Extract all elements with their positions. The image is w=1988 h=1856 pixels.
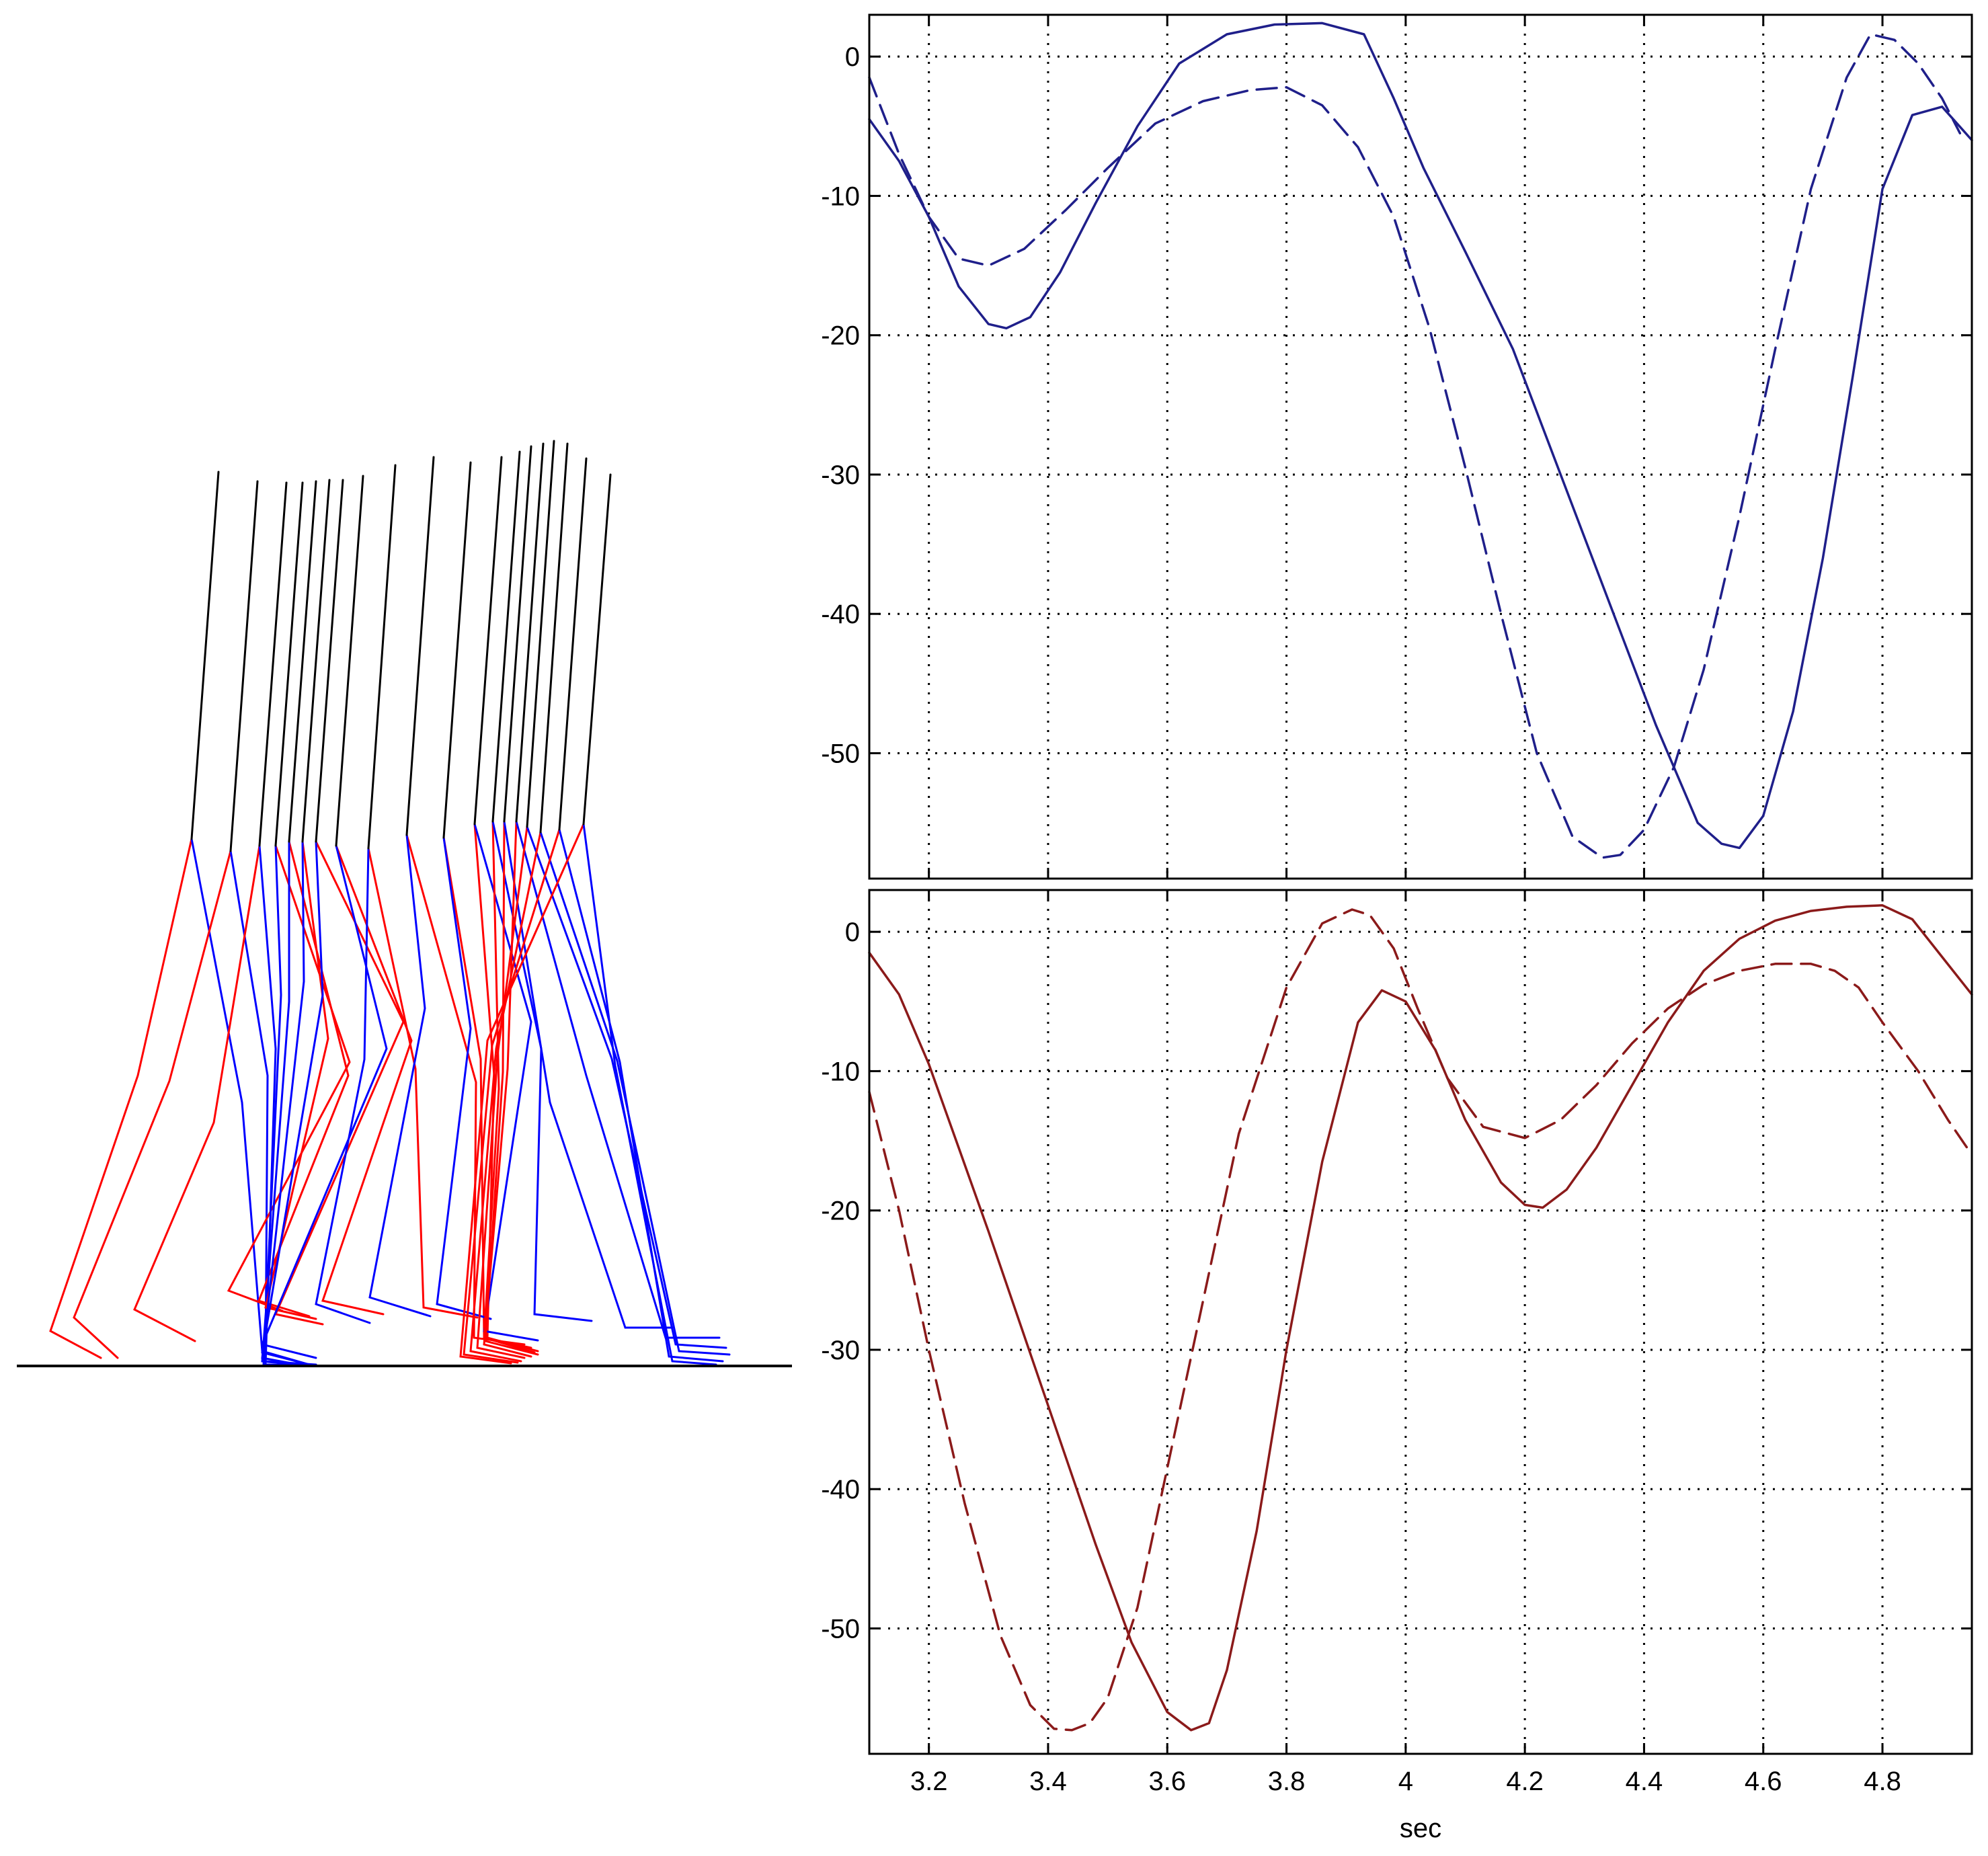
leg-red-segment [227,844,351,1312]
top-ytick-label: -20 [821,321,860,351]
top-joint-angle-plot: 0 -10 -20 -30 -40 -50 [821,13,1973,880]
leg-red-segment [274,840,405,1326]
leg-blue-segment [315,847,371,1324]
leg-red-segment [49,838,193,1359]
bottom-joint-angle-plot: 0 -10 -20 -30 -40 -50 3.2 3.4 3.6 3.8 4 4.2 4.4 4.6 4.… [821,889,1973,1843]
stick-figure-legs [49,820,731,1367]
leg-red-segment [483,820,536,1354]
leg-blue-segment [368,834,432,1318]
trunk-segment [442,461,472,839]
leg-red-segment [133,844,261,1342]
bottom-xtick-label: 3.8 [1268,1767,1306,1796]
bottom-ytick-label: -50 [821,1614,860,1644]
trunk-segment [274,481,304,847]
bottom-ytick-label: -40 [821,1475,860,1504]
leg-blue-segment [582,823,717,1366]
top-axes-background [868,13,1973,880]
leg-red-segment [484,820,539,1356]
bottom-xtick-label: 4.8 [1864,1767,1901,1796]
bottom-xtick-label: 4.6 [1745,1767,1782,1796]
bottom-axes-background [868,889,1973,1755]
leg-red-segment [473,823,539,1353]
trunk-segment [539,442,569,834]
leg-red-segment [367,847,479,1319]
top-series-solid-line [868,22,1973,850]
bottom-ytick-label: -30 [821,1336,860,1365]
leg-blue-segment [558,828,724,1363]
bottom-xtick-label: 3.6 [1148,1767,1186,1796]
leg-red-segment [73,850,232,1359]
trunk-segment [491,450,521,823]
trunk-segment [503,445,532,823]
leg-red-segment [469,831,542,1363]
trunk-segment [405,456,435,836]
trunk-segment [258,481,288,847]
trunk-segment [288,480,317,843]
trunk-segment [229,480,259,852]
leg-red-segment [321,844,413,1316]
trunk-segment [515,442,545,823]
leg-blue-segment [539,831,731,1356]
trunk-segment [582,473,612,825]
bottom-series-dashed-line [868,908,1973,1732]
top-ytick-label: 0 [845,42,860,72]
bottom-ytick-label: -10 [821,1057,860,1086]
bottom-xtick-label: 4.2 [1506,1767,1544,1796]
leg-red-segment [476,825,528,1359]
top-ytick-label: -50 [821,739,860,768]
bottom-x-axis-label: sec [1400,1814,1441,1843]
trunk-segment [315,479,344,843]
leg-blue-segment [260,844,388,1359]
bottom-xtick-label: 4 [1398,1767,1413,1796]
bottom-ytick-label: 0 [845,918,860,947]
leg-blue-segment [515,820,721,1339]
leg-red-segment [264,840,329,1320]
stick-figure-gait-diagram [17,440,792,1367]
leg-blue-segment [491,820,593,1322]
leg-red-segment [463,828,561,1364]
bottom-series-solid-line [868,904,1973,1732]
stick-figure-trunks [190,440,612,852]
top-ytick-label: -40 [821,600,860,629]
top-ytick-label: -30 [821,460,860,490]
top-series-dashed-line [868,33,1962,859]
leg-blue-segment [261,840,307,1367]
bottom-ytick-label: -20 [821,1197,860,1226]
top-ytick-label: -10 [821,181,860,211]
bottom-xtick-label: 3.2 [910,1767,948,1796]
bottom-axes-frame [868,889,1973,1755]
leg-blue-segment [261,840,324,1366]
top-axes-frame [868,13,1973,880]
trunk-segment [526,440,555,828]
trunk-segment [367,464,397,850]
bottom-xtick-label: 3.4 [1029,1767,1067,1796]
trunk-segment [473,456,503,825]
trunk-segment [558,457,588,831]
leg-red-segment [459,823,585,1365]
trunk-segment [190,471,220,840]
bottom-xtick-label: 4.4 [1626,1767,1663,1796]
trunk-segment [335,475,364,847]
leg-blue-segment [261,840,307,1367]
trunk-segment [301,479,331,843]
leg-blue-segment [503,820,674,1329]
